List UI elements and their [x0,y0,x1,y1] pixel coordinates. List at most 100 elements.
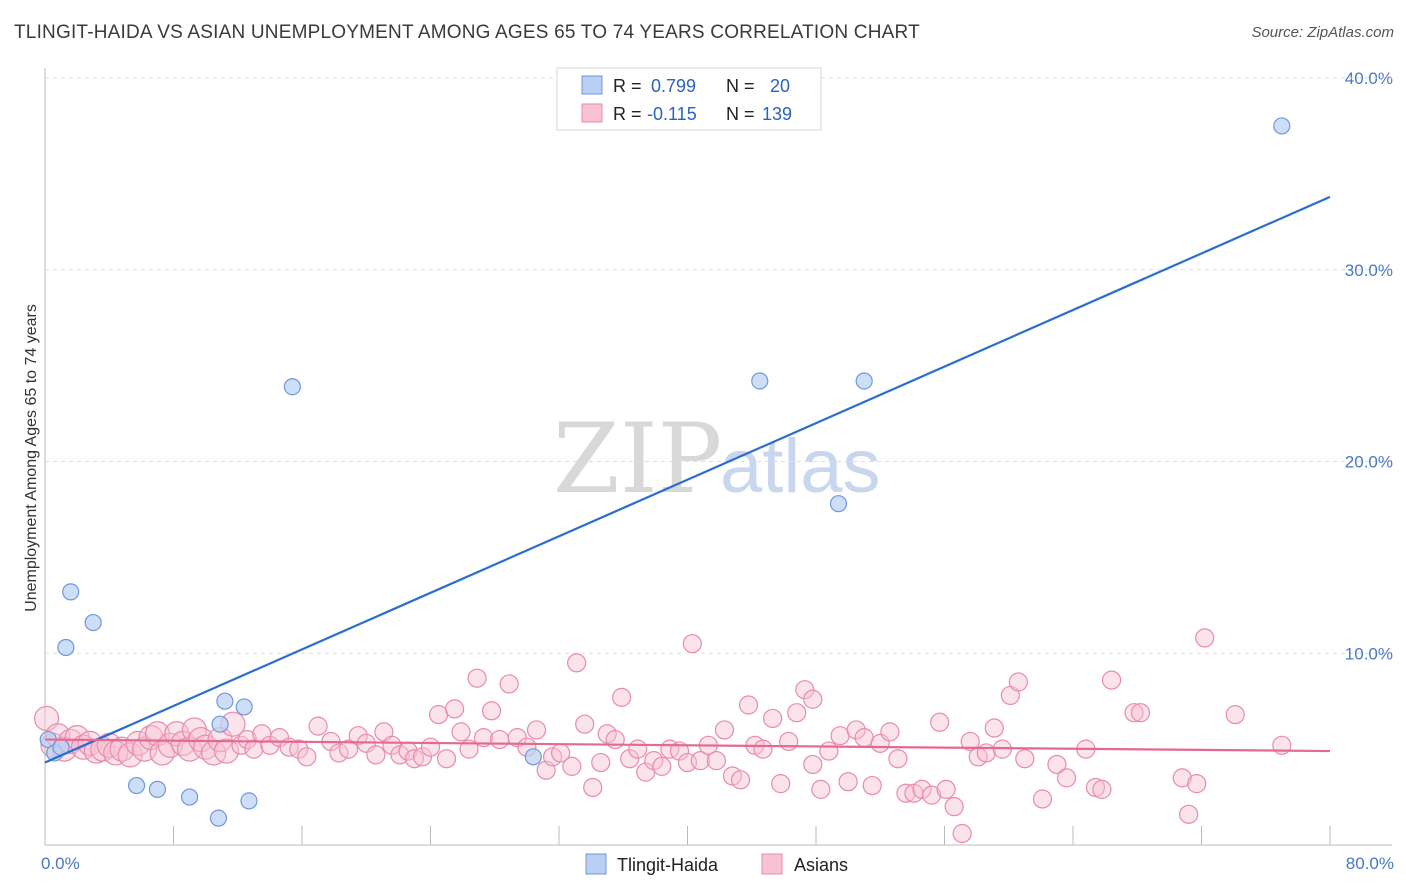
legend-r-value: 0.799 [651,76,696,96]
asian-point [1047,754,1067,775]
asian-point [930,712,950,732]
asian-point [338,739,359,759]
asian-point [473,728,494,748]
tlingit-haida-point [235,698,253,716]
watermark-zip: ZIP [553,403,722,515]
asian-point [819,741,839,761]
bottom-legend-swatch-tlingit [585,853,607,875]
asian-point [329,743,349,763]
asian-point [1015,749,1035,769]
legend-n-value: 20 [770,76,790,96]
bottom-legend-label-asian: Asians [794,855,848,875]
asian-point [412,747,433,767]
legend-r-value: -0.115 [647,104,697,124]
asian-point [237,729,257,750]
asian-point [936,779,956,799]
asian-point [1187,774,1207,794]
asian-point [771,774,791,794]
gridlines: 10.0%20.0%30.0%40.0% [45,69,1393,663]
asian-point [1179,804,1199,824]
bottom-legend-swatch-asian [761,853,783,875]
asian-trend-line [44,738,1331,753]
asian-point [348,726,368,746]
legend-r-label: R = [613,76,642,96]
asian-point [854,728,874,748]
asian-point [157,732,183,758]
asian-point [1130,703,1151,723]
tlingit-haida-point [84,613,102,632]
asian-point [366,745,386,765]
asian-point [1195,628,1215,648]
tlingit-haida-point [57,638,75,657]
asian-point [682,634,702,654]
correlation-legend: R = 0.799 N = 20 R = -0.115 N = 139 [556,67,822,131]
tlingit-haida-trend-line [44,195,1331,764]
asian-point [1124,703,1144,723]
asian-point [420,737,441,757]
asian-point [795,680,815,700]
asian-point [714,720,735,740]
tlingit-haida-point [1273,117,1291,135]
asian-point [888,749,908,769]
source-credit: Source: ZipAtlas.com [1251,24,1394,41]
asian-point [575,714,595,734]
asian-point [583,777,603,798]
bottom-legend-label-tlingit: Tlingit-Haida [617,855,719,875]
tlingit-haida-point [62,583,80,601]
asian-point [628,739,648,759]
y-tick-label: 20.0% [1345,453,1393,472]
asian-point [922,785,942,805]
asian-point [1225,705,1245,725]
asian-point [1101,670,1122,690]
asian-point [562,756,582,776]
asian-point [612,687,632,707]
tlingit-haida-point [751,372,769,390]
asian-point [960,731,980,752]
asian-point [567,653,587,673]
asian-point [779,731,799,752]
asian-point [451,722,471,742]
tlingit-haida-point [283,378,301,396]
asian-point [605,729,625,750]
tlingit-haida-point [127,776,146,795]
asian-point [896,783,916,803]
asian-point [763,708,783,729]
asian-point [753,739,773,759]
asian-point [244,739,264,759]
asian-point [944,797,964,817]
asian-point [459,739,479,759]
asian-point [289,739,309,759]
asian-point [444,699,465,719]
asian-point [838,772,858,792]
asian-point [803,689,823,709]
asian-point [1172,768,1192,788]
asian-point [428,705,449,725]
asian-point [1032,789,1053,809]
tlingit-haida-point [829,495,848,513]
asian-point [507,728,527,748]
asian-point [706,751,727,771]
y-tick-label: 10.0% [1345,644,1393,663]
asian-point [1008,672,1028,692]
asian-point [404,749,425,769]
asian-point [188,726,214,753]
asian-point [499,674,519,694]
asian-point [1056,768,1077,788]
tlingit-haida-point [211,715,229,733]
asian-point [436,749,457,769]
asian-point [308,716,328,736]
asian-point [1092,779,1112,799]
chart-title: TLINGIT-HAIDA VS ASIAN UNEMPLOYMENT AMON… [14,22,920,43]
asian-point [984,718,1004,738]
asian-point [690,751,710,771]
asian-point [526,720,547,740]
asian-point [738,695,759,715]
x-tick-label: 0.0% [41,854,80,873]
tlingit-haida-point [209,809,228,827]
trend-lines [44,195,1331,764]
axes: 0.0% 80.0% [41,68,1394,873]
asian-point [952,823,972,844]
legend-n-label: N = [726,104,755,124]
